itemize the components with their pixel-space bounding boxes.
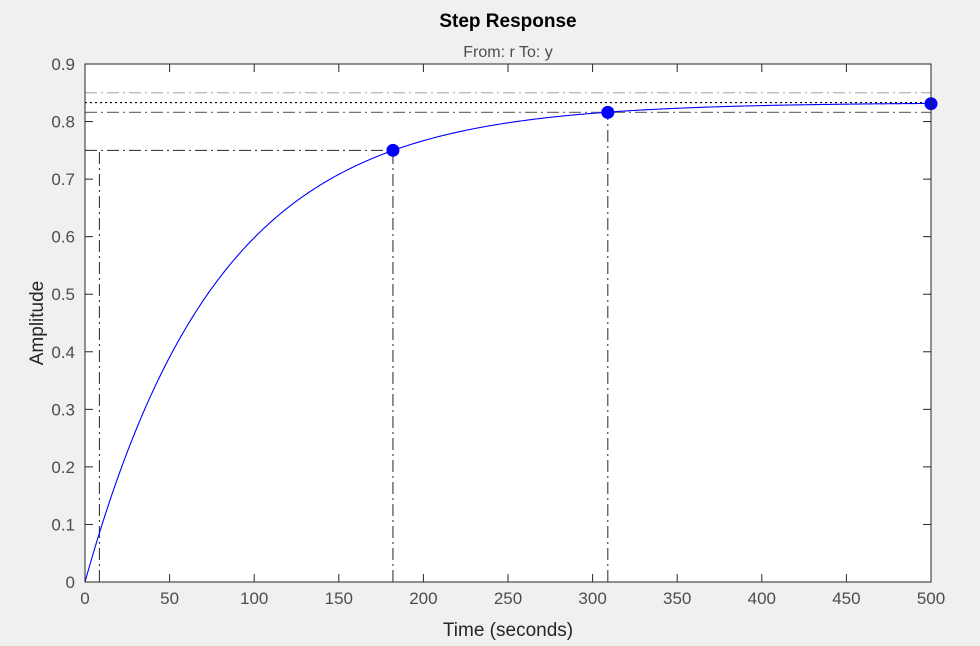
y-axis-label: Amplitude xyxy=(27,281,48,366)
y-tick-label: 0.7 xyxy=(51,170,75,189)
x-tick-label: 200 xyxy=(409,589,437,608)
y-tick-label: 0.8 xyxy=(51,113,75,132)
x-tick-label: 350 xyxy=(663,589,691,608)
chart-title: Step Response xyxy=(439,11,576,32)
y-tick-label: 0.6 xyxy=(51,228,75,247)
characteristic-guide-lines xyxy=(85,112,609,582)
y-tick-label: 0 xyxy=(66,573,75,592)
axis-ticks xyxy=(84,63,932,583)
x-tick-label: 400 xyxy=(748,589,776,608)
y-tick-label: 0.5 xyxy=(51,285,75,304)
x-tick-label: 300 xyxy=(578,589,606,608)
x-tick-label: 500 xyxy=(917,589,945,608)
y-tick-label: 0.1 xyxy=(51,515,75,534)
x-tick-label: 150 xyxy=(325,589,353,608)
y-tick-label: 0.9 xyxy=(51,55,75,74)
x-tick-label: 450 xyxy=(832,589,860,608)
x-tick-label: 100 xyxy=(240,589,268,608)
y-tick-labels: 0 0.1 0.2 0.3 0.4 0.5 0.6 0.7 0.8 0.9 xyxy=(51,55,75,592)
y-tick-label: 0.3 xyxy=(51,400,75,419)
plot-area xyxy=(85,64,931,582)
x-tick-label: 250 xyxy=(494,589,522,608)
x-tick-label: 50 xyxy=(160,589,179,608)
characteristic-point xyxy=(386,143,400,157)
x-tick-label: 0 xyxy=(80,589,89,608)
reference-lines xyxy=(85,92,931,113)
characteristic-point xyxy=(601,105,615,119)
y-tick-label: 0.4 xyxy=(51,343,75,362)
x-axis-label: Time (seconds) xyxy=(443,620,573,641)
chart-subtitle: From: r To: y xyxy=(463,44,553,61)
x-tick-labels: 0 50 100 150 200 250 300 350 400 450 500 xyxy=(80,589,945,608)
step-response-curve xyxy=(84,102,932,583)
y-tick-label: 0.2 xyxy=(51,458,75,477)
